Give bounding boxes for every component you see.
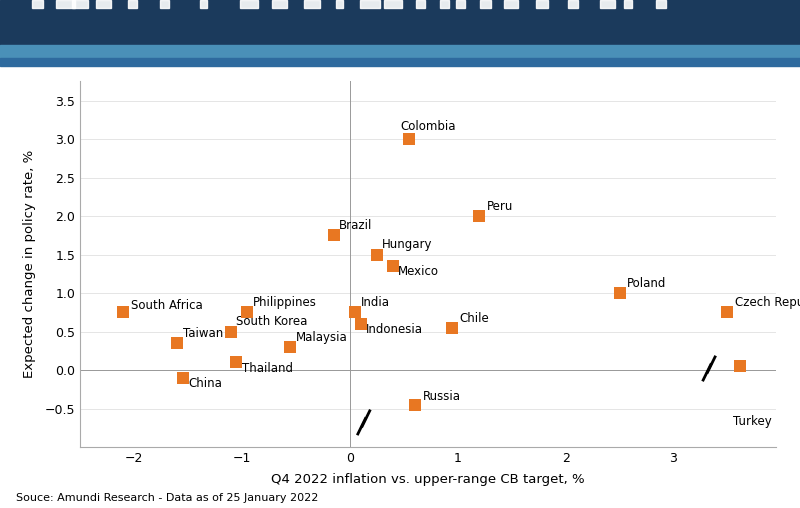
Text: China: China (188, 377, 222, 390)
Text: Colombia: Colombia (401, 120, 456, 133)
Bar (32, 0, 43, 8)
Text: Peru: Peru (487, 200, 513, 213)
Text: Souce: Amundi Research - Data as of 25 January 2022: Souce: Amundi Research - Data as of 25 J… (16, 493, 318, 503)
Text: Russia: Russia (423, 390, 461, 403)
Point (327, 231, 340, 239)
Bar (624, 0, 632, 8)
Point (721, 308, 734, 316)
Bar (72, 0, 88, 8)
Point (370, 250, 383, 259)
Bar (200, 0, 207, 8)
Point (354, 320, 367, 328)
Bar (304, 0, 320, 8)
Point (613, 289, 626, 297)
Text: Thailand: Thailand (242, 362, 293, 375)
Bar (656, 0, 666, 8)
Point (117, 308, 130, 316)
Bar (56, 0, 75, 8)
Text: Brazil: Brazil (339, 219, 372, 232)
Bar (384, 0, 402, 8)
Bar (416, 0, 426, 8)
Bar (440, 0, 449, 8)
Point (446, 324, 458, 332)
Text: South Korea: South Korea (237, 315, 308, 329)
Point (408, 401, 421, 409)
Bar (128, 0, 137, 8)
Bar (600, 0, 614, 8)
Bar (480, 0, 490, 8)
Point (225, 328, 238, 336)
Point (473, 212, 486, 220)
Bar (568, 0, 578, 8)
Bar (272, 0, 286, 8)
Bar (96, 0, 110, 8)
Bar (456, 0, 465, 8)
Text: Hungary: Hungary (382, 238, 433, 251)
Bar (160, 0, 169, 8)
Bar (0, 0, 800, 45)
Text: Taiwan: Taiwan (182, 327, 222, 340)
Point (402, 135, 415, 143)
Bar (240, 0, 258, 8)
Text: Chile: Chile (460, 311, 490, 325)
Point (349, 308, 362, 316)
Text: Czech Republic: Czech Republic (735, 296, 800, 309)
Bar (336, 0, 342, 8)
Bar (536, 0, 548, 8)
Text: India: India (361, 296, 390, 309)
Point (386, 262, 399, 270)
Text: South Africa: South Africa (130, 299, 202, 312)
Text: Poland: Poland (627, 277, 666, 290)
Point (230, 358, 243, 366)
Text: Malaysia: Malaysia (296, 331, 347, 344)
Y-axis label: Expected change in policy rate, %: Expected change in policy rate, % (23, 150, 36, 378)
Bar (504, 0, 518, 8)
X-axis label: Q4 2022 inflation vs. upper-range CB target, %: Q4 2022 inflation vs. upper-range CB tar… (271, 473, 585, 486)
Text: Indonesia: Indonesia (366, 323, 423, 336)
Point (241, 308, 254, 316)
Text: Turkey: Turkey (733, 415, 771, 428)
Text: Mexico: Mexico (398, 265, 439, 278)
Bar (0, 58, 800, 66)
Text: Philippines: Philippines (253, 296, 317, 309)
Point (284, 343, 297, 351)
Bar (0, 45, 800, 58)
Point (170, 339, 183, 347)
Point (734, 362, 746, 370)
Point (176, 374, 189, 382)
Bar (360, 0, 379, 8)
